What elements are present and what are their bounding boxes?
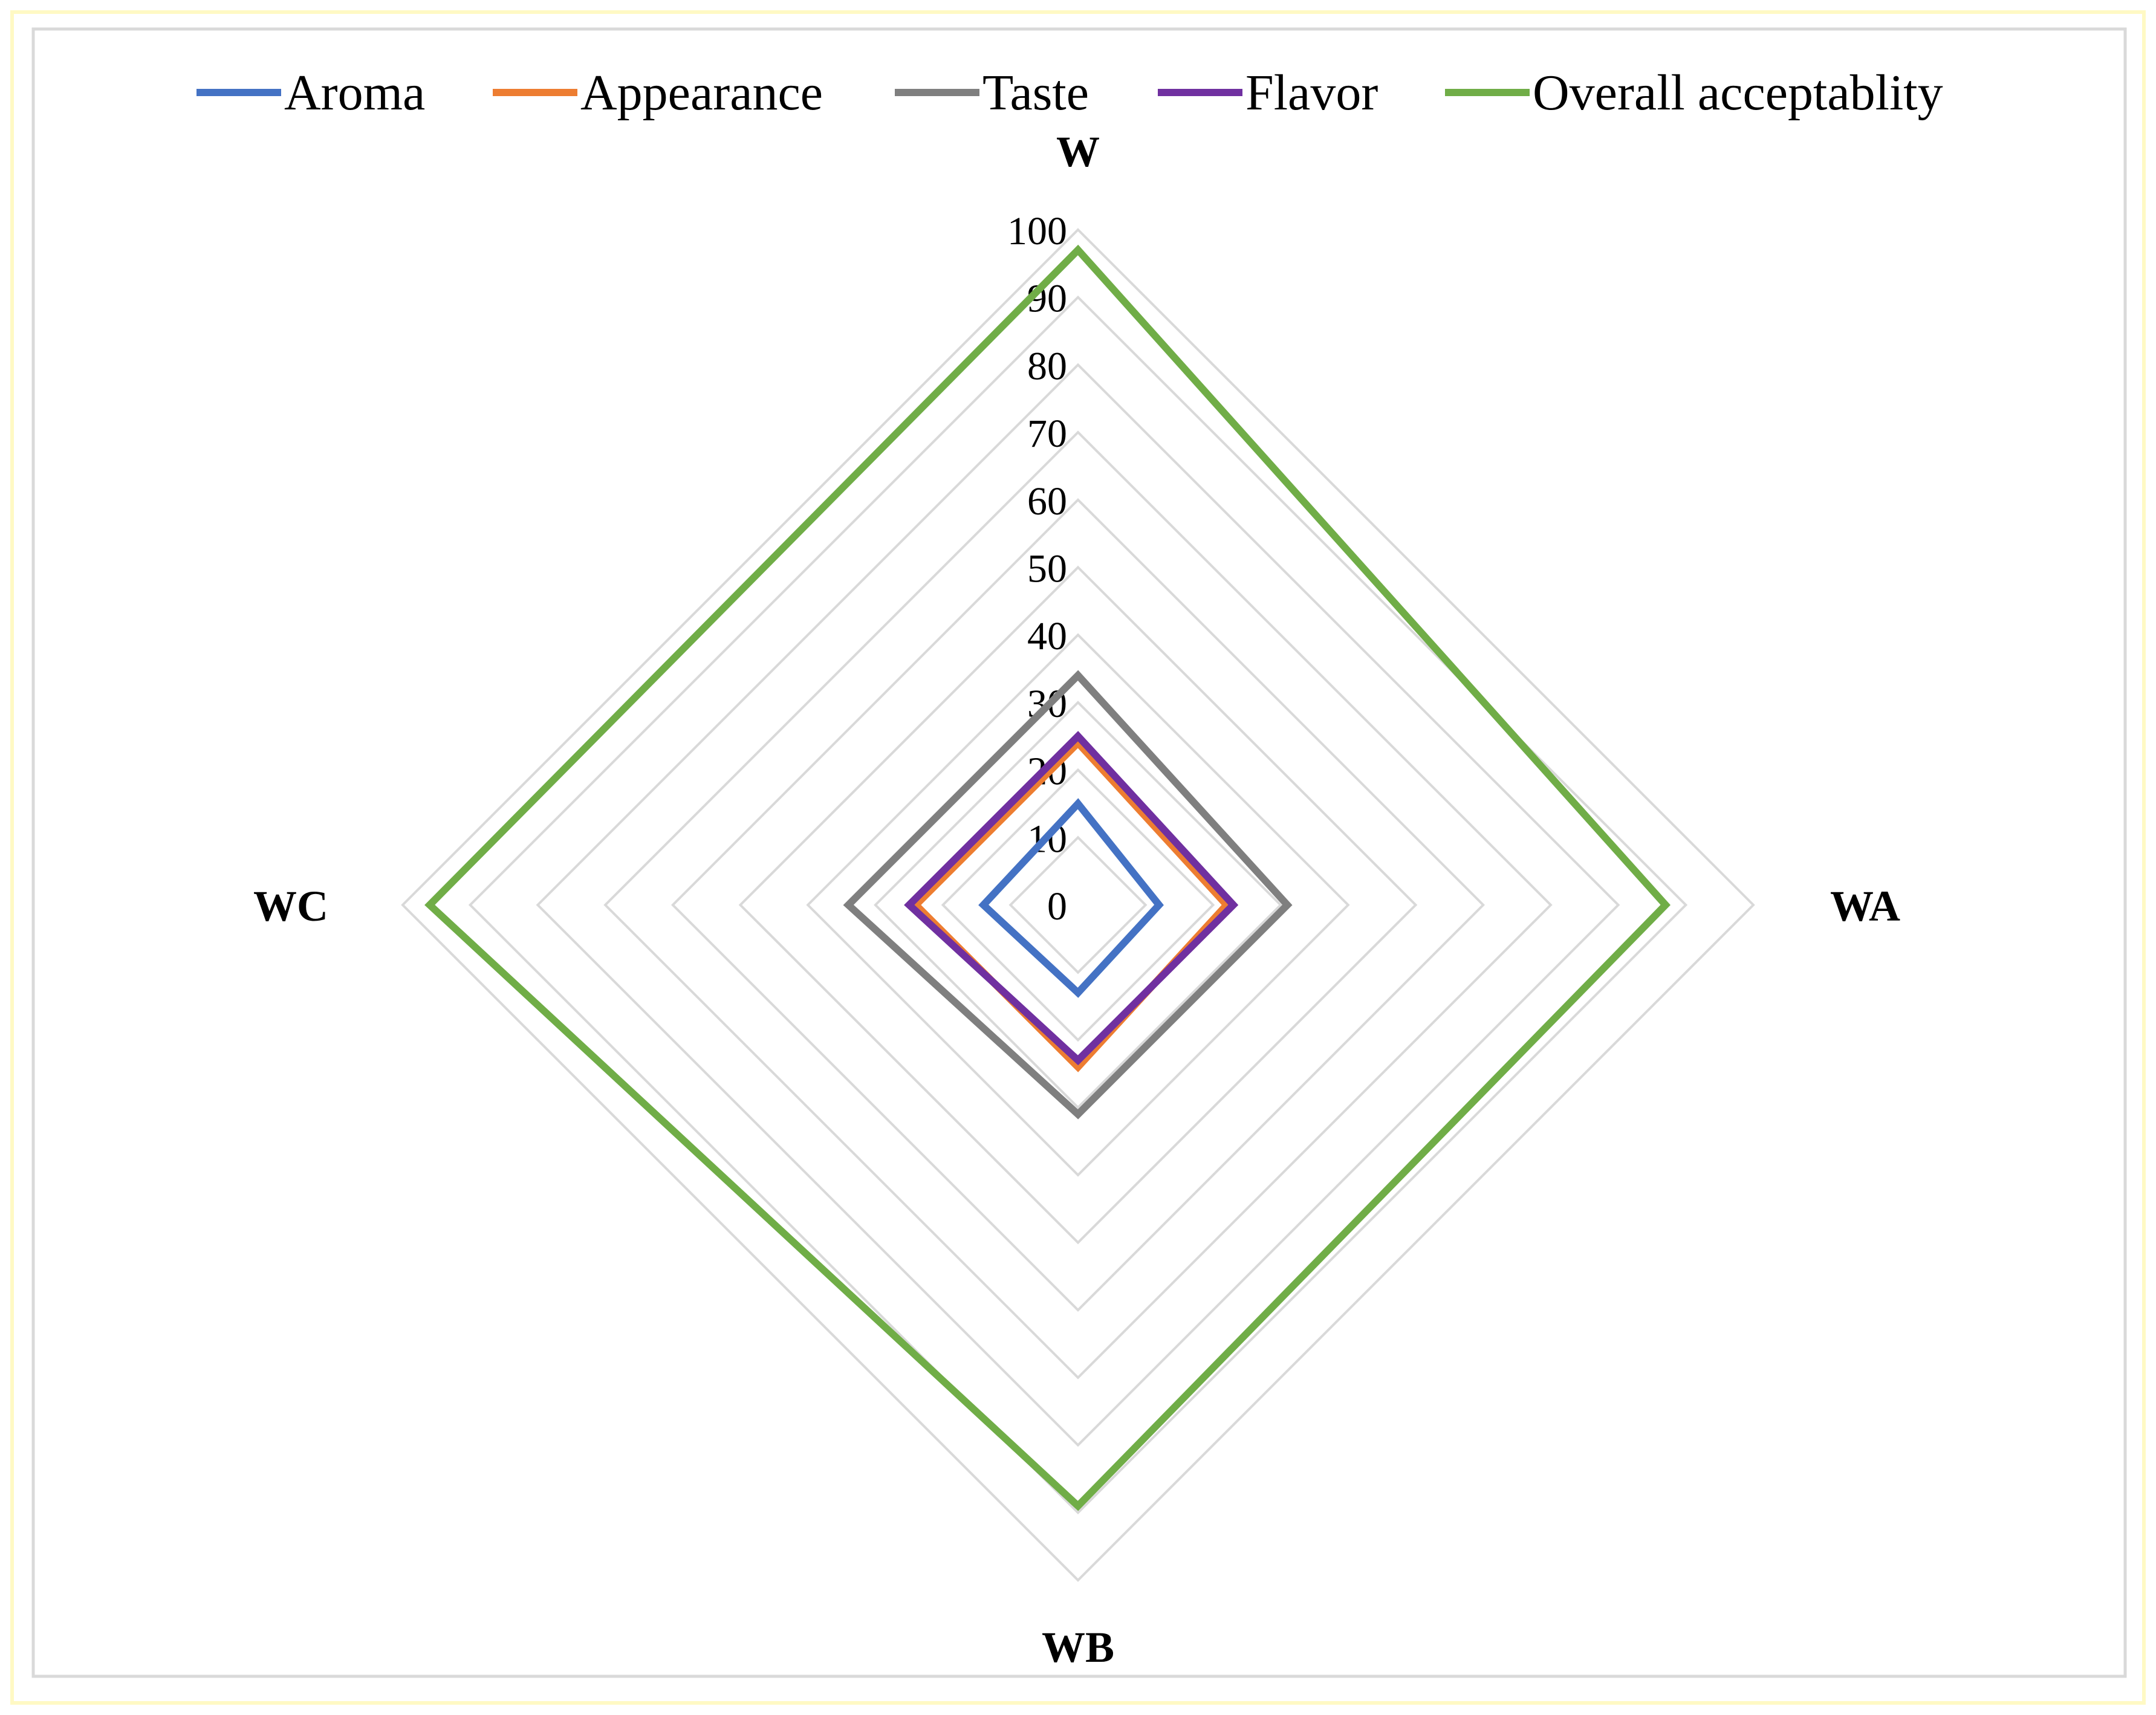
tick-label-0: 0 [1047,884,1067,929]
series-aroma [978,798,1164,998]
axis-label-wc: WC [253,882,328,930]
grid-ring-60 [671,498,1485,1312]
grid-ring-80 [536,363,1620,1447]
plot-area-border [31,27,2127,1678]
legend-label-taste: Taste [982,65,1089,121]
grid-ring-20 [941,768,1215,1042]
tick-label-50: 50 [1027,547,1067,591]
series-flavor [904,731,1239,1066]
grid-ring-100 [401,228,1755,1582]
grid-ring-50 [738,565,1418,1245]
axis-label-wa: WA [1830,882,1900,930]
tick-label-80: 80 [1027,344,1067,388]
tick-label-60: 60 [1027,479,1067,524]
tick-label-100: 100 [1007,209,1067,253]
legend-label-overall-acceptablity: Overall acceptablity [1533,65,1943,121]
grid-ring-30 [874,701,1282,1109]
series-lines [424,244,1671,1511]
legend-label-flavor: Flavor [1245,65,1378,121]
series-appearance [911,738,1232,1072]
grid-ring-10 [1008,835,1148,974]
tick-label-70: 70 [1027,412,1067,456]
tick-label-40: 40 [1027,614,1067,658]
series-overall-acceptablity [424,244,1671,1511]
axis-label-w: W [1056,128,1100,176]
axis-label-wb: WB [1042,1623,1114,1671]
category-axis-labels: W WA WB WC [253,128,1900,1671]
grid-ring-70 [603,430,1553,1379]
series-taste [843,670,1293,1120]
legend-label-aroma: Aroma [284,65,425,121]
grid-ring-40 [806,633,1350,1177]
legend-label-appearance: Appearance [580,65,823,121]
outer-border [10,10,2146,1705]
legend: Aroma Appearance Taste Flavor Overall accept… [196,65,1943,121]
